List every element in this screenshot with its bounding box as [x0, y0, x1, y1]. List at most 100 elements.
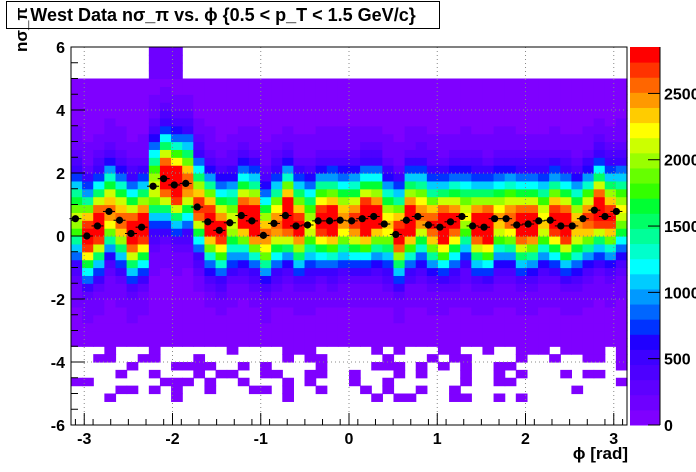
heatmap-cell	[538, 243, 550, 253]
heatmap-cell	[571, 141, 584, 150]
heatmap-cell	[538, 149, 550, 158]
heatmap-cell	[126, 165, 139, 174]
heatmap-cell	[93, 354, 105, 363]
heatmap-cell	[115, 125, 128, 135]
heatmap-cell	[538, 117, 550, 127]
heatmap-cell	[471, 102, 484, 111]
heatmap-cell	[371, 330, 383, 339]
heatmap-cell	[437, 212, 450, 221]
heatmap-cell	[515, 354, 528, 363]
heatmap-cell	[371, 228, 383, 237]
heatmap-cell	[415, 369, 428, 379]
heatmap-cell	[248, 188, 261, 198]
heatmap-cell	[538, 196, 550, 206]
x-tick-label: -3	[77, 431, 91, 448]
heatmap-cell	[493, 149, 506, 158]
heatmap-cell	[437, 180, 450, 190]
heatmap-cell	[560, 314, 572, 324]
heatmap-cell	[582, 306, 595, 316]
heatmap-cell	[360, 306, 372, 316]
heatmap-cell	[382, 125, 395, 135]
heatmap-cell	[538, 110, 550, 119]
heatmap-cell	[215, 220, 228, 229]
heatmap-cell	[115, 133, 128, 143]
heatmap-cell	[159, 157, 172, 166]
heatmap-cell	[126, 125, 139, 135]
heatmap-cell	[126, 306, 139, 316]
heatmap-cell	[293, 243, 306, 253]
heatmap-cell	[615, 165, 628, 174]
heatmap-cell	[237, 314, 250, 324]
heatmap-cell	[471, 149, 484, 158]
heatmap-cell	[404, 314, 417, 324]
heatmap-cell	[304, 212, 317, 221]
heatmap-cell	[482, 330, 495, 339]
heatmap-cell	[82, 251, 94, 261]
heatmap-cell	[93, 117, 105, 127]
heatmap-cell	[115, 102, 128, 111]
x-tick-label: 0	[345, 431, 354, 448]
heatmap-cell	[349, 251, 361, 261]
heatmap-cell	[159, 243, 172, 253]
heatmap-cell	[104, 330, 117, 339]
heatmap-cell	[82, 149, 94, 158]
heatmap-cell	[215, 204, 228, 213]
heatmap-cell	[104, 78, 117, 87]
heatmap-cell	[204, 157, 217, 166]
heatmap-cell	[460, 236, 472, 245]
heatmap-cell	[615, 212, 628, 221]
heatmap-cell	[582, 243, 595, 253]
heatmap-cell	[248, 117, 261, 127]
heatmap-cell	[437, 338, 450, 347]
heatmap-cell	[226, 86, 239, 95]
heatmap-cell	[449, 180, 461, 190]
heatmap-cell	[426, 236, 439, 245]
heatmap-cell	[582, 354, 595, 363]
heatmap-cell	[159, 62, 172, 72]
heatmap-cell	[137, 212, 150, 221]
heatmap-cell	[215, 283, 228, 292]
heatmap-cell	[360, 330, 372, 339]
heatmap-cell	[404, 267, 417, 276]
heatmap-cell	[304, 330, 317, 339]
heatmap-cell	[215, 102, 228, 111]
heatmap-cell	[415, 243, 428, 253]
heatmap-cell	[493, 141, 506, 150]
heatmap-cell	[104, 117, 117, 127]
heatmap-cell	[315, 78, 328, 87]
profile-point	[358, 215, 366, 223]
heatmap-cell	[71, 125, 83, 135]
heatmap-cell	[282, 188, 294, 198]
heatmap-cell	[549, 141, 561, 150]
heatmap-cell	[171, 78, 183, 87]
heatmap-cell	[82, 102, 94, 111]
heatmap-cell	[371, 157, 383, 166]
heatmap-cell	[71, 110, 83, 119]
heatmap-cell	[337, 299, 350, 308]
heatmap-cell	[260, 133, 272, 143]
heatmap-cell	[137, 149, 150, 158]
heatmap-cell	[382, 149, 395, 158]
heatmap-cell	[549, 259, 561, 269]
heatmap-cell	[538, 291, 550, 300]
heatmap-cell	[115, 220, 128, 229]
heatmap-cell	[404, 322, 417, 332]
heatmap-cell	[271, 338, 283, 347]
palette-tick-label: 2500	[664, 86, 696, 103]
heatmap-cell	[604, 259, 617, 269]
heatmap-cell	[171, 385, 183, 395]
heatmap-cell	[415, 173, 428, 182]
heatmap-cell	[482, 228, 495, 237]
heatmap-cell	[493, 236, 506, 245]
heatmap-cell	[148, 346, 161, 355]
heatmap-cell	[126, 157, 139, 166]
heatmap-cell	[382, 354, 395, 363]
heatmap-cell	[382, 157, 395, 166]
heatmap-cell	[582, 251, 595, 261]
heatmap-cell	[615, 322, 628, 332]
heatmap-cell	[415, 149, 428, 158]
heatmap-cell	[315, 212, 328, 221]
heatmap-cell	[349, 173, 361, 182]
heatmap-cell	[115, 330, 128, 339]
heatmap-cell	[504, 291, 517, 300]
